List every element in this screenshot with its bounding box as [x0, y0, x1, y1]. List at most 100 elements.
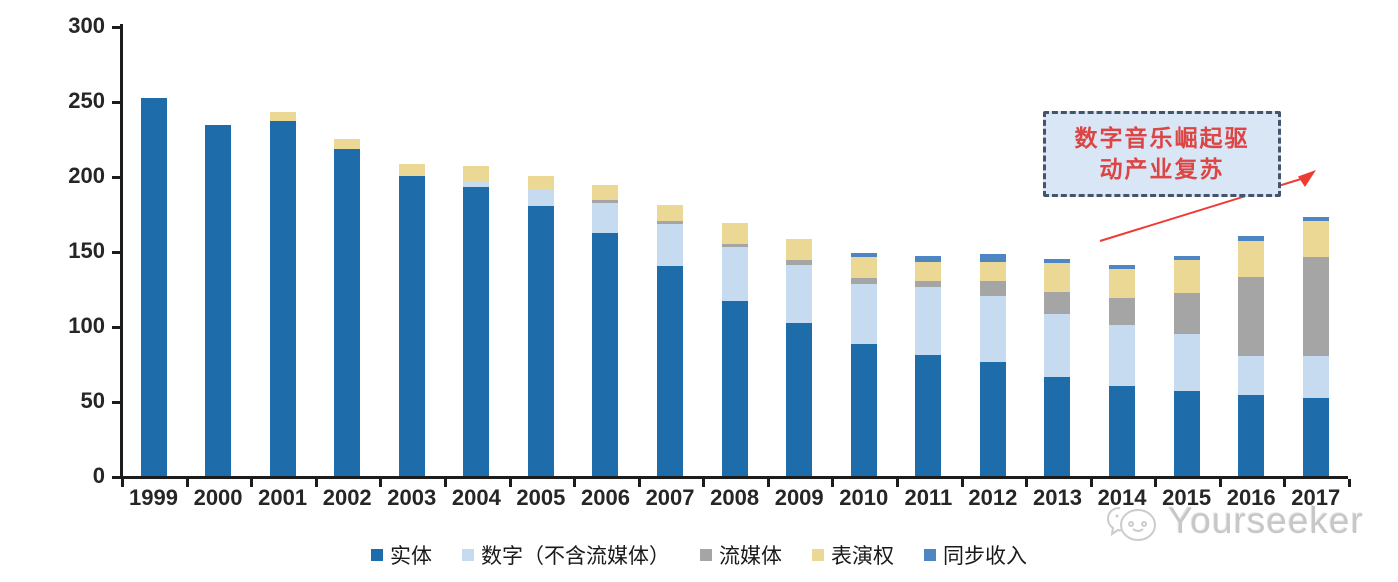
x-tick-label: 2009 [774, 485, 824, 510]
x-tick-label: 2001 [258, 485, 308, 510]
bar-segment-2014 [1109, 324, 1136, 386]
x-tick [379, 479, 383, 487]
x-tick-label: 2008 [710, 485, 760, 510]
bar-segment-2017 [1302, 216, 1329, 221]
bar-segment-2012 [979, 261, 1006, 281]
bar-segment-2006 [592, 185, 619, 200]
y-tick [112, 101, 120, 104]
x-tick-label: 2005 [516, 485, 566, 510]
x-tick [896, 479, 900, 487]
x-tick [508, 479, 512, 487]
x-tick [121, 479, 125, 487]
legend-swatch-icon [924, 549, 936, 561]
annotation-callout: 数字音乐崛起驱 动产业复苏 [1043, 111, 1281, 197]
legend-label: 流媒体 [719, 544, 782, 568]
bar-segment-2015 [1173, 390, 1200, 476]
legend-swatch-icon [812, 549, 824, 561]
bar-segment-2002 [334, 138, 361, 149]
y-tick-label: 150 [68, 238, 105, 263]
bar-segment-2006 [592, 200, 619, 203]
legend-label: 同步收入 [943, 544, 1027, 568]
x-tick-label: 2016 [1226, 485, 1276, 510]
y-tick-label: 300 [68, 13, 105, 38]
bar-segment-2007 [657, 224, 684, 266]
bar-segment-2006 [592, 233, 619, 476]
y-tick-label: 100 [68, 313, 105, 338]
bar-segment-2013 [1044, 314, 1071, 377]
legend-label: 数字（不含流媒体） [481, 544, 670, 568]
bar-segment-2011 [915, 354, 942, 476]
bar-segment-2013 [1044, 291, 1071, 314]
legend-label: 表演权 [831, 544, 894, 568]
legend-item: 数字（不含流媒体） [462, 540, 670, 570]
x-tick [702, 479, 706, 487]
x-tick-label: 2014 [1097, 485, 1147, 510]
y-tick [112, 476, 120, 479]
bar-segment-2009 [786, 264, 813, 323]
y-tick [112, 26, 120, 29]
bar-segment-2007 [657, 221, 684, 224]
legend-item: 表演权 [812, 540, 894, 570]
bar-segment-2010 [850, 278, 877, 284]
bar-segment-2017 [1302, 221, 1329, 257]
bar-segment-2004 [463, 180, 490, 187]
bar-segment-2017 [1302, 398, 1329, 476]
bar-segment-2013 [1044, 377, 1071, 476]
bar-segment-2012 [979, 296, 1006, 362]
x-tick [573, 479, 577, 487]
x-tick [766, 479, 770, 487]
bar-segment-2003 [398, 164, 425, 176]
bar-segment-2002 [334, 149, 361, 476]
x-tick-label: 2015 [1162, 485, 1212, 510]
x-tick [831, 479, 835, 487]
x-tick-label: 2006 [581, 485, 630, 510]
x-tick [444, 479, 448, 487]
y-tick-label: 250 [68, 88, 105, 113]
x-tick-label: 2013 [1032, 485, 1082, 510]
bar-segment-2007 [657, 266, 684, 476]
legend-item: 同步收入 [924, 540, 1027, 570]
watermark: Yourseeker [1106, 498, 1364, 546]
legend-item: 实体 [371, 540, 432, 570]
x-tick [1025, 479, 1029, 487]
y-tick [112, 251, 120, 254]
bar-segment-2008 [721, 300, 748, 476]
x-tick-label: 2011 [904, 485, 953, 510]
y-axis [120, 24, 123, 479]
annotation-text-line2: 动产业复苏 [1099, 157, 1225, 182]
x-tick [960, 479, 964, 487]
x-axis [120, 476, 1348, 479]
x-tick-label: 2003 [387, 485, 437, 510]
bar-segment-2016 [1238, 276, 1265, 356]
chat-bubbles-logo-icon [1106, 507, 1156, 541]
bar-segment-2009 [786, 239, 813, 260]
bar-segment-2011 [915, 255, 942, 262]
x-tick-label: 2012 [968, 485, 1018, 510]
bar-segment-2008 [721, 246, 748, 301]
x-tick-label: 1999 [129, 485, 178, 510]
bar-segment-2013 [1044, 263, 1071, 292]
x-tick-label: 2000 [193, 485, 243, 510]
legend-swatch-icon [462, 549, 474, 561]
bar-segment-2016 [1238, 240, 1265, 277]
bar-segment-2010 [850, 284, 877, 344]
bar-segment-2004 [463, 186, 490, 476]
y-tick [112, 401, 120, 404]
x-tick-label: 2002 [322, 485, 372, 510]
bar-segment-2013 [1044, 258, 1071, 263]
bar-segment-2015 [1173, 333, 1200, 391]
bar-segment-2011 [915, 261, 942, 281]
bar-segment-2015 [1173, 255, 1200, 260]
bar-segment-2014 [1109, 297, 1136, 325]
bar-segment-2015 [1173, 293, 1200, 334]
bar-segment-2010 [850, 252, 877, 257]
watermark-text: Yourseeker [1168, 500, 1364, 541]
bar-segment-2014 [1109, 269, 1136, 298]
y-tick-label: 0 [92, 463, 105, 488]
legend-item: 流媒体 [700, 540, 782, 570]
bar-segment-2001 [269, 111, 296, 121]
bar-segment-2004 [463, 165, 490, 181]
y-tick-label: 200 [68, 163, 105, 188]
bar-segment-2009 [786, 260, 813, 265]
